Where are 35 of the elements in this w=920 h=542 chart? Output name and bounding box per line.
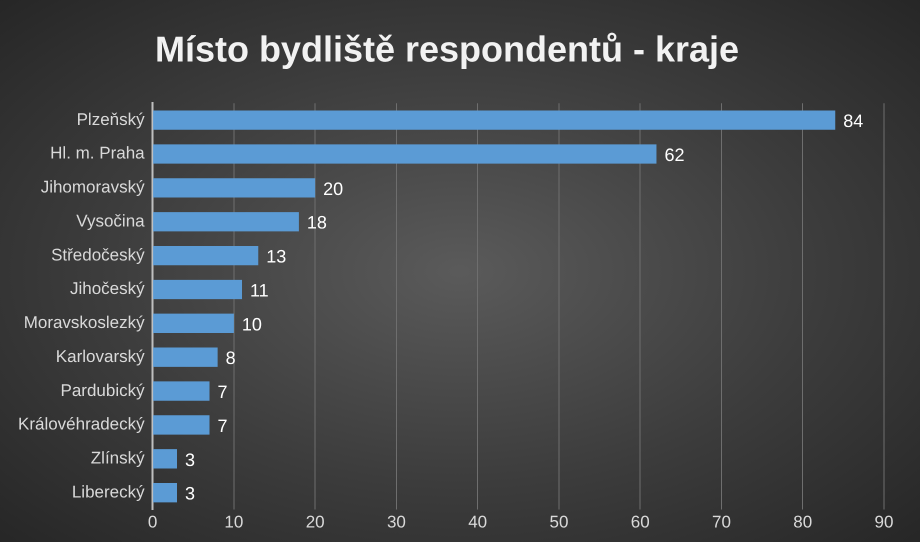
y-tick-label: Jihomoravský [40, 178, 146, 197]
y-tick-label: Jihočeský [70, 279, 146, 298]
data-label: 20 [323, 178, 344, 199]
y-tick-label: Vysočina [76, 211, 146, 230]
x-tick-label: 50 [549, 512, 568, 532]
y-tick-label: Plzeňský [76, 110, 146, 129]
y-tick-label: Liberecký [72, 482, 146, 502]
data-label: 11 [250, 280, 269, 300]
y-tick-label: Karlovarský [56, 346, 146, 366]
data-label: 62 [664, 144, 684, 165]
data-label: 10 [242, 314, 262, 334]
x-tick-label: 70 [712, 512, 731, 532]
chart-title: Místo bydliště respondentů - kraje [154, 28, 740, 70]
data-label: 3 [185, 484, 196, 504]
x-tick-label: 30 [386, 512, 406, 532]
data-label: 18 [306, 212, 327, 233]
x-tick-label: 20 [306, 512, 325, 532]
x-tick-label: 90 [874, 512, 894, 532]
data-label: 84 [843, 111, 864, 132]
x-tick-label: 40 [468, 512, 488, 532]
y-tick-label: Hl. m. Praha [50, 144, 146, 163]
data-label: 3 [185, 450, 196, 470]
x-tick-label: 0 [148, 512, 158, 532]
data-label: 13 [266, 246, 286, 267]
y-tick-label: Pardubický [60, 380, 146, 400]
x-tick-label: 80 [793, 512, 812, 532]
y-tick-label: Královéhradecký [18, 414, 146, 434]
data-label: 7 [218, 382, 228, 402]
x-tick-label: 10 [224, 512, 244, 532]
data-label: 7 [218, 416, 228, 436]
y-tick-label: Středočeský [51, 245, 146, 264]
data-label: 8 [226, 348, 236, 368]
y-tick-label: Moravskoslezký [24, 313, 146, 332]
x-tick-label: 60 [630, 512, 650, 532]
y-tick-label: Zlínský [90, 448, 146, 468]
